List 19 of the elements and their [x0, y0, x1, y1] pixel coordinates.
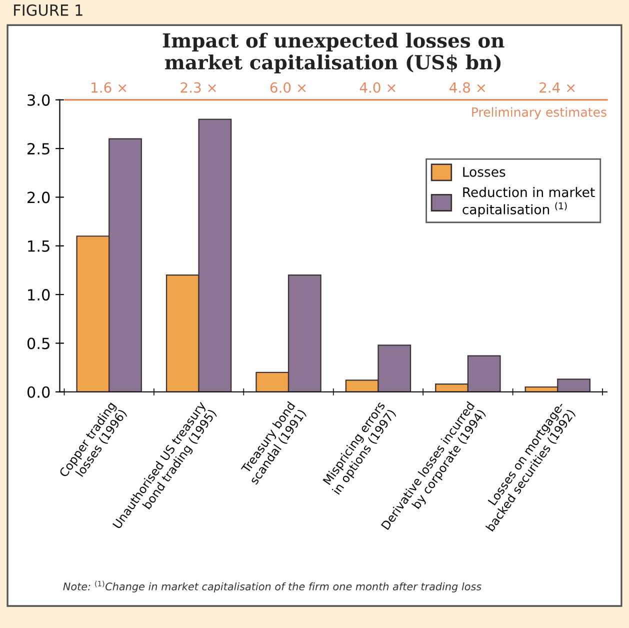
text: 2.4 × [540, 82, 575, 93]
y-tick-label: 0.0 [27, 386, 50, 398]
y-tick-label: 2.5 [28, 142, 50, 155]
y-tick-label: 2.0 [28, 192, 50, 204]
legend-label: Losses [463, 167, 506, 177]
y-tick-label: 1.0 [28, 288, 50, 301]
y-tick-label: 0.5 [27, 338, 50, 350]
y-tick-label: 3.0 [28, 94, 50, 106]
caption: FIGURE 1 [14, 4, 82, 16]
text: 6.0 × [270, 82, 306, 93]
text: 2.3 × [180, 82, 216, 93]
y-tick-label: 1.5 [28, 240, 50, 252]
text: 1.6 × [92, 82, 126, 93]
text: 4.0 × [360, 82, 396, 93]
annotation: Preliminary estimates [472, 107, 606, 120]
legend-label: Reduction in market capitalisation $^{(1)}$ [462, 186, 595, 217]
text: 4.8 × [450, 82, 486, 93]
text: Note: $^{(1)}$Change in market capitalisation of the firm one month after trading loss [63, 580, 482, 592]
chart-title: Impact of unexpected losses on market capitalisation (US$ bn) [162, 32, 504, 74]
